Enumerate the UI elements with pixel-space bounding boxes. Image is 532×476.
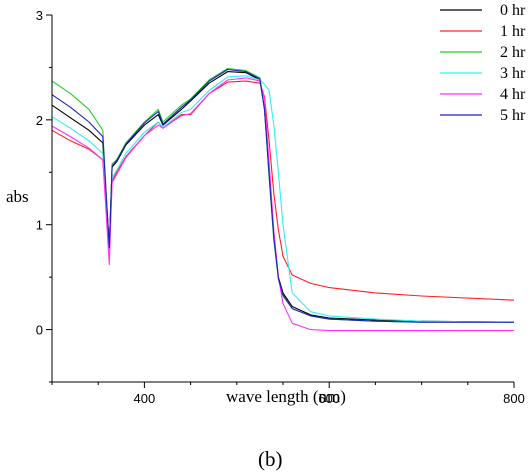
legend-label: 2 hr [500,44,526,61]
series-line-2-hr [51,67,514,323]
series-line-3-hr [51,75,515,323]
axes: 400 600 800 0 1 2 3 [36,8,525,406]
legend-label: 4 hr [500,86,526,103]
x-axis-title: wave length (nm) [226,387,346,406]
y-axis-title: abs [6,187,29,206]
series-line-4-hr [51,77,514,332]
x-tick-label: 600 [318,391,340,406]
y-tick-label: 1 [36,218,43,233]
y-tick-label: 2 [36,113,43,128]
y-tick-label: 3 [36,8,43,23]
plot-area [51,67,515,332]
x-tick-label: 800 [503,391,525,406]
legend: 0 hr 1 hr 2 hr 3 hr 4 hr 5 hr [440,2,526,124]
y-tick-label: 0 [36,323,43,338]
legend-label: 0 hr [500,2,526,19]
x-tick-label: 400 [134,391,156,406]
legend-label: 1 hr [500,23,526,40]
legend-label: 5 hr [500,107,526,124]
series-line-5-hr [51,68,514,323]
figure-caption: (b) [258,447,283,471]
series-line-0-hr [51,71,515,323]
legend-label: 3 hr [500,65,526,82]
series-line-1-hr [51,80,515,301]
